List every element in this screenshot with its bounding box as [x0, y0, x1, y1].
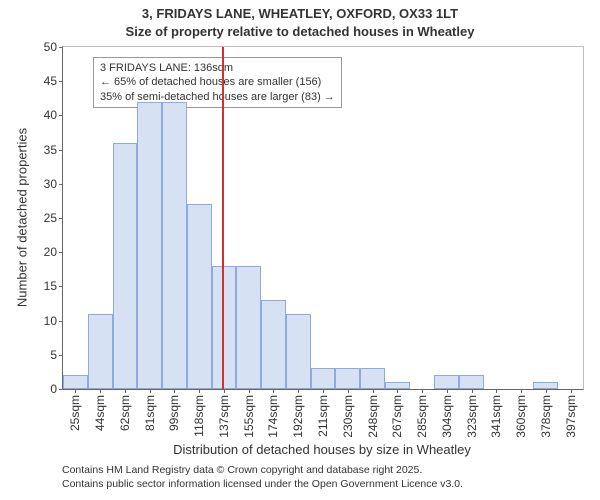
attribution-line1: Contains HM Land Registry data © Crown c… — [62, 464, 463, 478]
x-tick-label: 323sqm — [465, 395, 479, 438]
histogram-bar — [335, 368, 360, 389]
annotation-line1: 3 FRIDAYS LANE: 136sqm — [100, 61, 335, 75]
x-tick-label: 378sqm — [539, 395, 553, 438]
y-tick-mark — [59, 286, 63, 287]
x-tick-label: 25sqm — [68, 395, 82, 431]
x-tick-mark — [273, 389, 274, 393]
attribution-line2: Contains public sector information licen… — [62, 478, 463, 492]
x-tick-mark — [150, 389, 151, 393]
y-tick-label: 25 — [44, 211, 57, 225]
x-tick-label: 211sqm — [316, 395, 330, 437]
x-tick-label: 230sqm — [341, 395, 355, 438]
y-tick-mark — [59, 184, 63, 185]
x-tick-label: 192sqm — [291, 395, 305, 438]
y-tick-label: 15 — [44, 279, 57, 293]
attribution: Contains HM Land Registry data © Crown c… — [62, 464, 463, 491]
chart-container: 3, FRIDAYS LANE, WHEATLEY, OXFORD, OX33 … — [0, 0, 600, 500]
x-tick-label: 174sqm — [266, 395, 280, 438]
histogram-bar — [236, 266, 261, 389]
chart-title-line2: Size of property relative to detached ho… — [0, 24, 600, 39]
histogram-bar — [88, 314, 113, 389]
y-tick-label: 5 — [50, 348, 57, 362]
x-tick-mark — [199, 389, 200, 393]
y-tick-mark — [59, 321, 63, 322]
x-tick-mark — [174, 389, 175, 393]
histogram-bar — [459, 375, 484, 389]
histogram-bar — [162, 102, 187, 389]
y-tick-mark — [59, 47, 63, 48]
chart-title-line1: 3, FRIDAYS LANE, WHEATLEY, OXFORD, OX33 … — [0, 6, 600, 21]
x-tick-mark — [546, 389, 547, 393]
histogram-bar — [360, 368, 385, 389]
x-tick-mark — [472, 389, 473, 393]
y-tick-label: 50 — [44, 40, 57, 54]
histogram-bar — [113, 143, 138, 389]
annotation-line2: ← 65% of detached houses are smaller (15… — [100, 75, 335, 89]
histogram-bar — [63, 375, 88, 389]
y-tick-label: 30 — [44, 177, 57, 191]
x-tick-label: 267sqm — [390, 395, 404, 438]
x-tick-label: 118sqm — [192, 395, 206, 437]
x-tick-mark — [298, 389, 299, 393]
y-axis-title: Number of detached properties — [15, 118, 30, 318]
x-tick-mark — [75, 389, 76, 393]
histogram-bar — [137, 102, 162, 389]
y-tick-mark — [59, 389, 63, 390]
y-tick-label: 35 — [44, 143, 57, 157]
x-tick-mark — [224, 389, 225, 393]
x-tick-mark — [571, 389, 572, 393]
histogram-bar — [533, 382, 558, 389]
x-tick-label: 341sqm — [489, 395, 503, 438]
x-tick-label: 304sqm — [440, 395, 454, 438]
plot-area: 3 FRIDAYS LANE: 136sqm ← 65% of detached… — [62, 46, 584, 390]
x-tick-label: 360sqm — [514, 395, 528, 438]
x-tick-mark — [323, 389, 324, 393]
histogram-bar — [187, 204, 212, 389]
y-tick-mark — [59, 252, 63, 253]
histogram-bar — [385, 382, 410, 389]
x-tick-mark — [397, 389, 398, 393]
x-tick-label: 285sqm — [415, 395, 429, 438]
x-axis-title: Distribution of detached houses by size … — [62, 442, 582, 457]
y-tick-label: 45 — [44, 74, 57, 88]
x-tick-mark — [125, 389, 126, 393]
annotation-line3: 35% of semi-detached houses are larger (… — [100, 90, 335, 104]
reference-line — [222, 47, 224, 389]
y-tick-label: 40 — [44, 108, 57, 122]
x-tick-mark — [422, 389, 423, 393]
y-tick-label: 20 — [44, 245, 57, 259]
annotation-box: 3 FRIDAYS LANE: 136sqm ← 65% of detached… — [93, 57, 342, 108]
x-tick-mark — [496, 389, 497, 393]
x-tick-mark — [249, 389, 250, 393]
histogram-bar — [311, 368, 336, 389]
x-tick-mark — [100, 389, 101, 393]
y-tick-mark — [59, 115, 63, 116]
histogram-bar — [261, 300, 286, 389]
y-tick-mark — [59, 218, 63, 219]
x-tick-mark — [373, 389, 374, 393]
y-tick-mark — [59, 150, 63, 151]
y-tick-label: 0 — [50, 382, 57, 396]
x-tick-mark — [348, 389, 349, 393]
histogram-bar — [286, 314, 311, 389]
x-tick-label: 137sqm — [217, 395, 231, 438]
x-tick-mark — [447, 389, 448, 393]
x-tick-label: 81sqm — [143, 395, 157, 431]
x-tick-label: 397sqm — [564, 395, 578, 438]
x-tick-label: 248sqm — [366, 395, 380, 438]
x-tick-label: 62sqm — [118, 395, 132, 431]
y-tick-mark — [59, 355, 63, 356]
x-tick-label: 155sqm — [242, 395, 256, 438]
x-tick-label: 99sqm — [167, 395, 181, 431]
y-tick-label: 10 — [44, 314, 57, 328]
y-tick-mark — [59, 81, 63, 82]
x-tick-mark — [521, 389, 522, 393]
histogram-bar — [434, 375, 459, 389]
x-tick-label: 44sqm — [93, 395, 107, 431]
